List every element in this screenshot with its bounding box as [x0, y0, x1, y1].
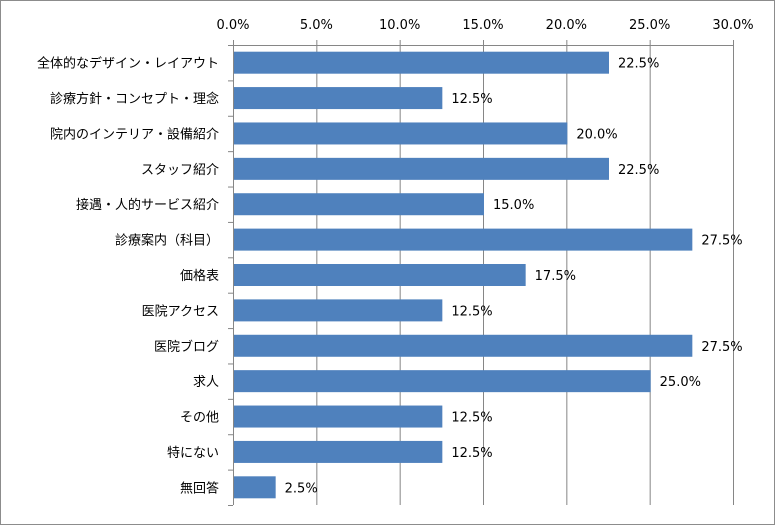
x-tick-label: 15.0%	[462, 18, 503, 33]
category-label: 無回答	[180, 480, 219, 496]
x-tick-label: 20.0%	[546, 18, 587, 33]
x-tick-label: 30.0%	[712, 18, 753, 33]
x-tick-label: 10.0%	[379, 18, 420, 33]
category-label: その他	[180, 411, 219, 426]
data-label: 12.5%	[451, 92, 492, 107]
bar	[234, 476, 276, 499]
x-tick-label: 5.0%	[300, 18, 333, 33]
data-label: 15.0%	[493, 198, 534, 213]
category-label: 院内のインテリア・設備紹介	[50, 126, 219, 142]
data-label: 20.0%	[576, 127, 617, 142]
bar	[234, 299, 443, 322]
data-label: 12.5%	[451, 446, 492, 461]
bar	[234, 264, 526, 286]
data-label: 2.5%	[285, 481, 318, 496]
bar	[234, 51, 609, 74]
category-label: スタッフ紹介	[141, 163, 219, 178]
data-label: 12.5%	[451, 411, 492, 426]
bar	[234, 405, 443, 428]
bar	[234, 370, 651, 393]
bar	[234, 440, 443, 463]
data-label: 17.5%	[535, 269, 576, 284]
category-label: 医院アクセス	[142, 304, 219, 319]
category-label: 価格表	[180, 268, 219, 284]
x-tick-label: 0.0%	[216, 18, 249, 33]
bar	[234, 87, 443, 110]
bar	[234, 228, 693, 251]
bar	[234, 334, 693, 357]
category-label: 全体的なデザイン・レイアウト	[37, 56, 219, 72]
x-tick-label: 25.0%	[629, 18, 670, 33]
data-label: 25.0%	[660, 375, 701, 390]
bar	[234, 157, 609, 180]
category-label: 求人	[193, 375, 219, 390]
data-label: 22.5%	[618, 163, 659, 178]
data-label: 27.5%	[701, 340, 742, 355]
category-label: 診療案内（科目）	[115, 233, 219, 249]
category-label: 診療方針・コンセプト・理念	[50, 91, 219, 107]
bar	[234, 122, 568, 145]
category-label: 接遇・人的サービス紹介	[76, 197, 219, 213]
data-label: 12.5%	[451, 304, 492, 319]
data-label: 27.5%	[701, 234, 742, 249]
bar	[234, 193, 484, 216]
data-label: 22.5%	[618, 57, 659, 72]
category-label: 医院ブログ	[154, 339, 219, 355]
category-label: 特にない	[167, 446, 219, 461]
